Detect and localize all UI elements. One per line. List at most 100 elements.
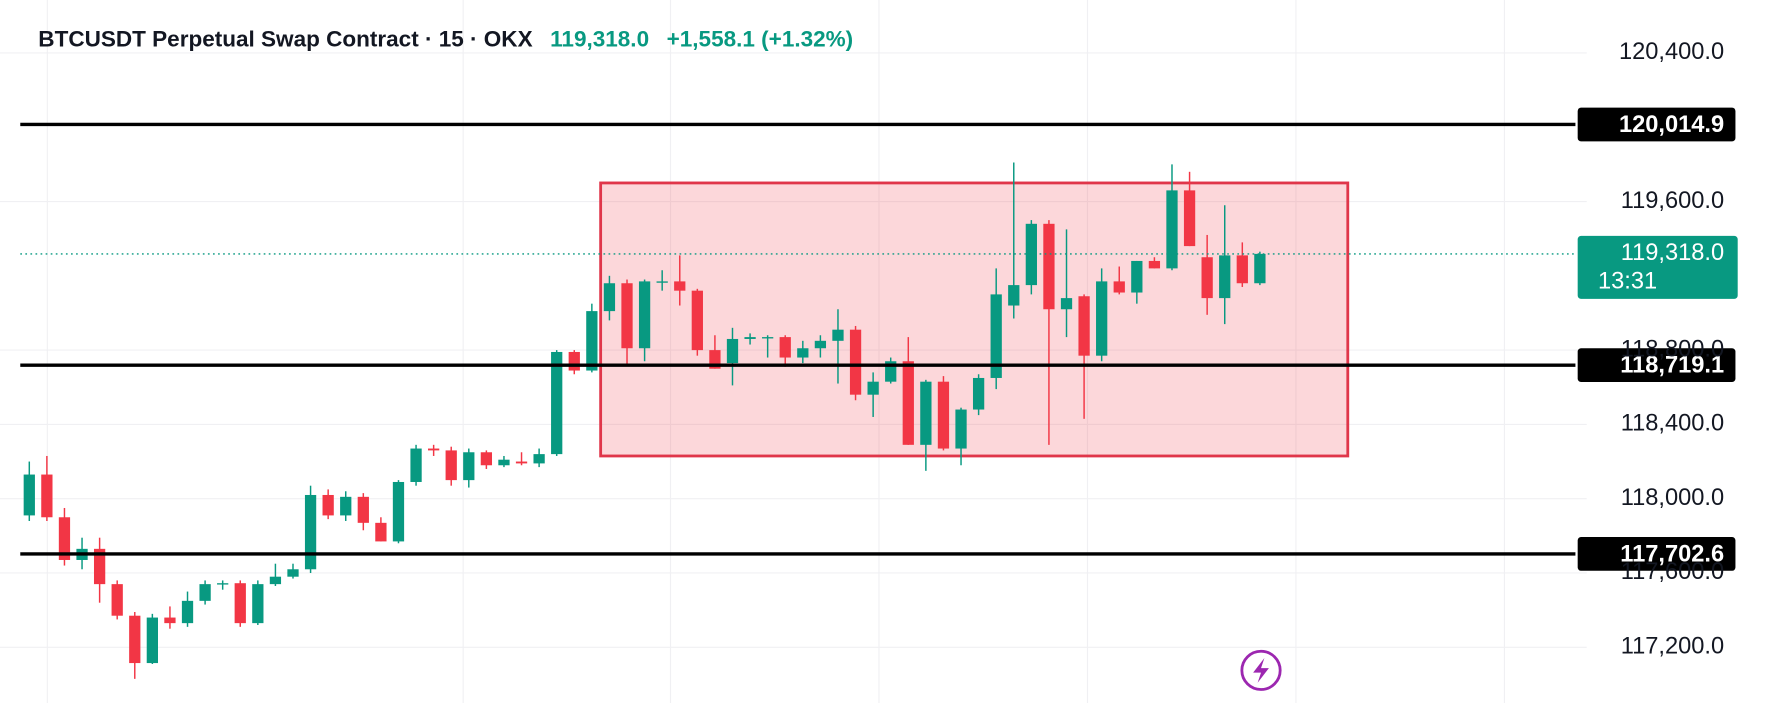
candle-body xyxy=(1025,223,1037,286)
candle-body xyxy=(515,461,528,464)
candle-body xyxy=(762,337,774,339)
y-tick-label: 117,200.0 xyxy=(1621,634,1724,660)
candle-body xyxy=(656,281,668,283)
candle-body xyxy=(1148,260,1161,269)
candle-body xyxy=(41,474,53,518)
candle-body xyxy=(58,517,71,560)
levels-layer: 120,014.9 118,719.1 117,702.6 119,318.013:3… xyxy=(20,107,1738,571)
candle-body xyxy=(252,584,264,624)
candle-body xyxy=(902,361,914,445)
candle-body xyxy=(304,494,317,570)
level-tag xyxy=(1577,348,1736,383)
candle-body xyxy=(1131,260,1143,293)
candle-body xyxy=(199,584,211,601)
y-tick-label: 118,000.0 xyxy=(1621,485,1724,511)
symbol-title: BTCUSDT Perpetual Swap Contract · 15 · O… xyxy=(38,26,532,51)
last-price-tag xyxy=(1577,235,1738,299)
candle-body xyxy=(1008,285,1020,306)
candle-body xyxy=(586,311,598,371)
candle-body xyxy=(972,377,985,410)
candle-body xyxy=(568,351,580,371)
candle-body xyxy=(674,281,686,291)
candle-body xyxy=(1219,255,1231,299)
candle-body xyxy=(322,494,334,516)
candle-body xyxy=(269,576,282,585)
candle-body xyxy=(181,600,194,624)
candle-body xyxy=(410,448,422,482)
box-layer xyxy=(599,181,1350,458)
candle-body xyxy=(849,329,862,395)
y-tick-label: 119,600.0 xyxy=(1621,188,1724,214)
candle-body xyxy=(1096,281,1108,356)
candle-body xyxy=(1113,281,1125,293)
candle-body xyxy=(885,361,897,382)
candle-body xyxy=(937,381,950,449)
candle-body xyxy=(375,522,387,542)
candle-body xyxy=(1078,296,1090,356)
candle-body xyxy=(1201,257,1213,299)
candle-body xyxy=(832,329,844,341)
level-label: 117,702.6 xyxy=(1620,541,1724,567)
candle-body xyxy=(217,583,229,585)
last-price-label: 119,318.0 xyxy=(1621,240,1724,266)
countdown-label: 13:31 xyxy=(1598,268,1657,294)
chart-title: BTCUSDT Perpetual Swap Contract · 15 · O… xyxy=(38,26,853,51)
candle-body xyxy=(920,381,932,445)
candle-body xyxy=(111,584,123,616)
candle-body xyxy=(867,381,879,395)
candle-body xyxy=(129,615,141,664)
candle-body xyxy=(779,337,791,358)
candle-body xyxy=(726,338,739,364)
candle-body xyxy=(533,454,545,464)
y-tick-label: 117,600.0 xyxy=(1621,559,1724,585)
level-label: 120,014.9 xyxy=(1619,112,1724,138)
candles-layer xyxy=(23,162,1266,679)
y-tick-label: 118,400.0 xyxy=(1621,411,1724,437)
y-tick-label: 120,400.0 xyxy=(1619,39,1724,65)
candle-body xyxy=(164,617,176,624)
candle-body xyxy=(234,583,246,624)
candle-body xyxy=(357,496,369,523)
candle-body xyxy=(340,496,352,516)
candle-body xyxy=(814,340,827,349)
candle-body xyxy=(990,294,1002,378)
candle-body xyxy=(1060,298,1073,310)
lightning-icon[interactable] xyxy=(1240,649,1282,691)
candle-body xyxy=(480,452,493,466)
icon-bolt xyxy=(1253,658,1269,683)
candle-body xyxy=(1166,190,1178,269)
level-tag xyxy=(1577,107,1736,142)
candle-body xyxy=(498,459,510,466)
candle-body xyxy=(392,481,405,542)
y-tick-label: 118,800.0 xyxy=(1621,336,1724,362)
price-change: +1,558.1 (+1.32%) xyxy=(667,26,854,51)
candle-body xyxy=(1043,223,1055,310)
level-tag xyxy=(1577,537,1736,571)
candle-body xyxy=(445,450,457,481)
candle-body xyxy=(621,283,633,349)
last-price-header: 119,318.0 xyxy=(550,26,649,51)
grid-layer xyxy=(0,52,1587,648)
candle-body xyxy=(428,448,440,451)
candle-body xyxy=(463,452,475,481)
axis-layer: 120,400.0 119,600.0 118,800.0 118,400.0 118,… xyxy=(1619,39,1724,659)
candle-body xyxy=(744,337,756,339)
candle-body xyxy=(797,348,809,358)
candle-body xyxy=(146,617,158,664)
candle-body xyxy=(1236,255,1248,284)
candle-body xyxy=(551,351,563,455)
candle-body xyxy=(603,283,616,312)
candle-body xyxy=(287,569,299,577)
level-label: 118,719.1 xyxy=(1620,353,1724,379)
candle-body xyxy=(23,474,35,516)
candle-body xyxy=(1254,253,1266,284)
candle-body xyxy=(709,350,721,369)
candle-body xyxy=(638,281,651,349)
range-box xyxy=(599,181,1350,458)
candle-body xyxy=(955,409,967,449)
candle-body xyxy=(1183,190,1196,247)
candle-body xyxy=(93,548,106,585)
candle-body xyxy=(691,290,703,351)
